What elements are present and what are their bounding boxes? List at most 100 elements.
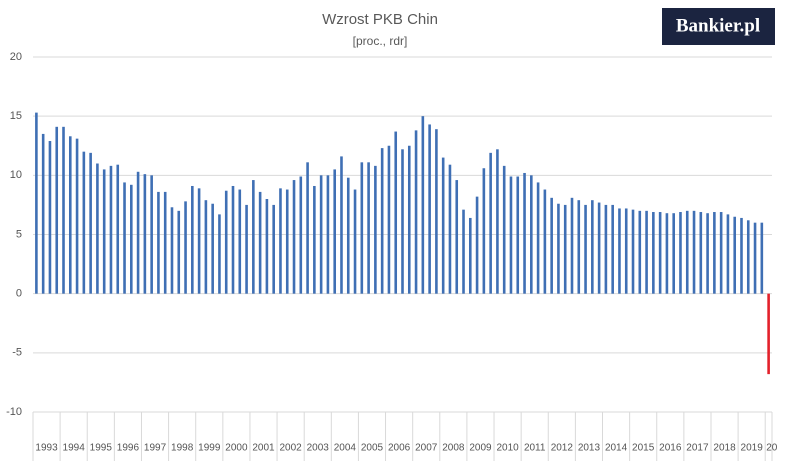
y-tick-label: -10 (6, 406, 22, 418)
bar (150, 175, 153, 294)
bar (591, 200, 594, 294)
bar (218, 214, 221, 294)
bar (177, 210, 181, 294)
x-tick-label: 1993 (35, 443, 58, 454)
logo-box (662, 8, 775, 45)
bar (387, 145, 391, 294)
bar (652, 212, 655, 294)
bar (455, 180, 459, 294)
bar (638, 210, 642, 294)
bar (672, 213, 675, 294)
bar (726, 214, 730, 294)
bar (665, 213, 669, 294)
bar (706, 213, 709, 294)
x-tick-label: 2004 (334, 443, 357, 454)
bar (313, 185, 316, 294)
bar (62, 126, 65, 294)
bar (41, 133, 45, 294)
bar (143, 174, 147, 294)
bar (489, 152, 492, 294)
bar (496, 149, 499, 294)
bar (163, 191, 167, 294)
bar (333, 169, 337, 294)
bar (68, 136, 72, 294)
bar (102, 169, 106, 294)
bar (89, 152, 92, 294)
bar (631, 209, 635, 294)
bar (136, 171, 140, 294)
x-tick-label: 1994 (63, 443, 86, 454)
bar (35, 112, 38, 294)
bar (285, 189, 289, 294)
bar (719, 212, 723, 294)
x-tick-label: 1997 (144, 443, 167, 454)
x-tick-label: 2010 (496, 443, 519, 454)
bar (258, 191, 262, 294)
bar (380, 148, 384, 294)
bar (224, 190, 228, 294)
x-tick-label: 2013 (578, 443, 601, 454)
bar (346, 177, 350, 294)
bar (319, 175, 323, 294)
bar (475, 196, 479, 294)
chart-subtitle: [proc., rdr] (353, 34, 408, 48)
x-tick-label: 2005 (361, 443, 384, 454)
bar (170, 207, 174, 294)
bar (760, 222, 764, 294)
bar (530, 175, 533, 294)
x-tick-label: 2000 (225, 443, 248, 454)
bar (211, 203, 214, 294)
bar (563, 204, 567, 294)
x-tick-label: 2018 (713, 443, 736, 454)
bar (468, 217, 472, 294)
bar (421, 116, 425, 294)
bar (82, 151, 86, 294)
bar (353, 189, 357, 294)
bar (523, 172, 526, 294)
bar (462, 209, 465, 294)
bar (699, 212, 703, 294)
bar (184, 201, 187, 294)
bar (435, 129, 438, 294)
bar (279, 188, 282, 294)
bar (191, 185, 194, 294)
bar (130, 184, 133, 294)
y-tick-label: 5 (16, 228, 22, 240)
bar (536, 182, 540, 294)
bar (407, 145, 411, 294)
y-tick-label: 20 (10, 51, 22, 63)
bar (55, 126, 59, 294)
x-tick-label: 2009 (469, 443, 492, 454)
bar (306, 162, 309, 294)
x-tick-label: 20 (766, 443, 778, 454)
bar (245, 204, 248, 294)
x-tick-label: 1996 (117, 443, 140, 454)
bar (428, 124, 431, 294)
bar (502, 165, 506, 294)
x-tick-label: 2007 (415, 443, 438, 454)
bar (570, 197, 574, 294)
bar (197, 188, 201, 294)
bar (360, 162, 364, 294)
bar (340, 156, 343, 294)
bar (577, 200, 581, 294)
x-tick-label: 1999 (198, 443, 221, 454)
bar (374, 165, 377, 294)
bar (157, 191, 160, 294)
bar (557, 203, 560, 294)
x-tick-label: 2012 (551, 443, 574, 454)
y-tick-label: 10 (10, 169, 22, 181)
bar (265, 199, 269, 294)
bar (611, 204, 614, 294)
bar (326, 175, 330, 294)
bar (753, 222, 757, 294)
bar (746, 220, 750, 294)
logo: Bankier.pl (676, 15, 760, 36)
bar (482, 168, 486, 294)
y-tick-label: 0 (16, 288, 22, 300)
x-tick-label: 1995 (90, 443, 113, 454)
bar (96, 163, 99, 294)
x-tick-label: 2016 (659, 443, 682, 454)
x-tick-label: 1998 (171, 443, 194, 454)
